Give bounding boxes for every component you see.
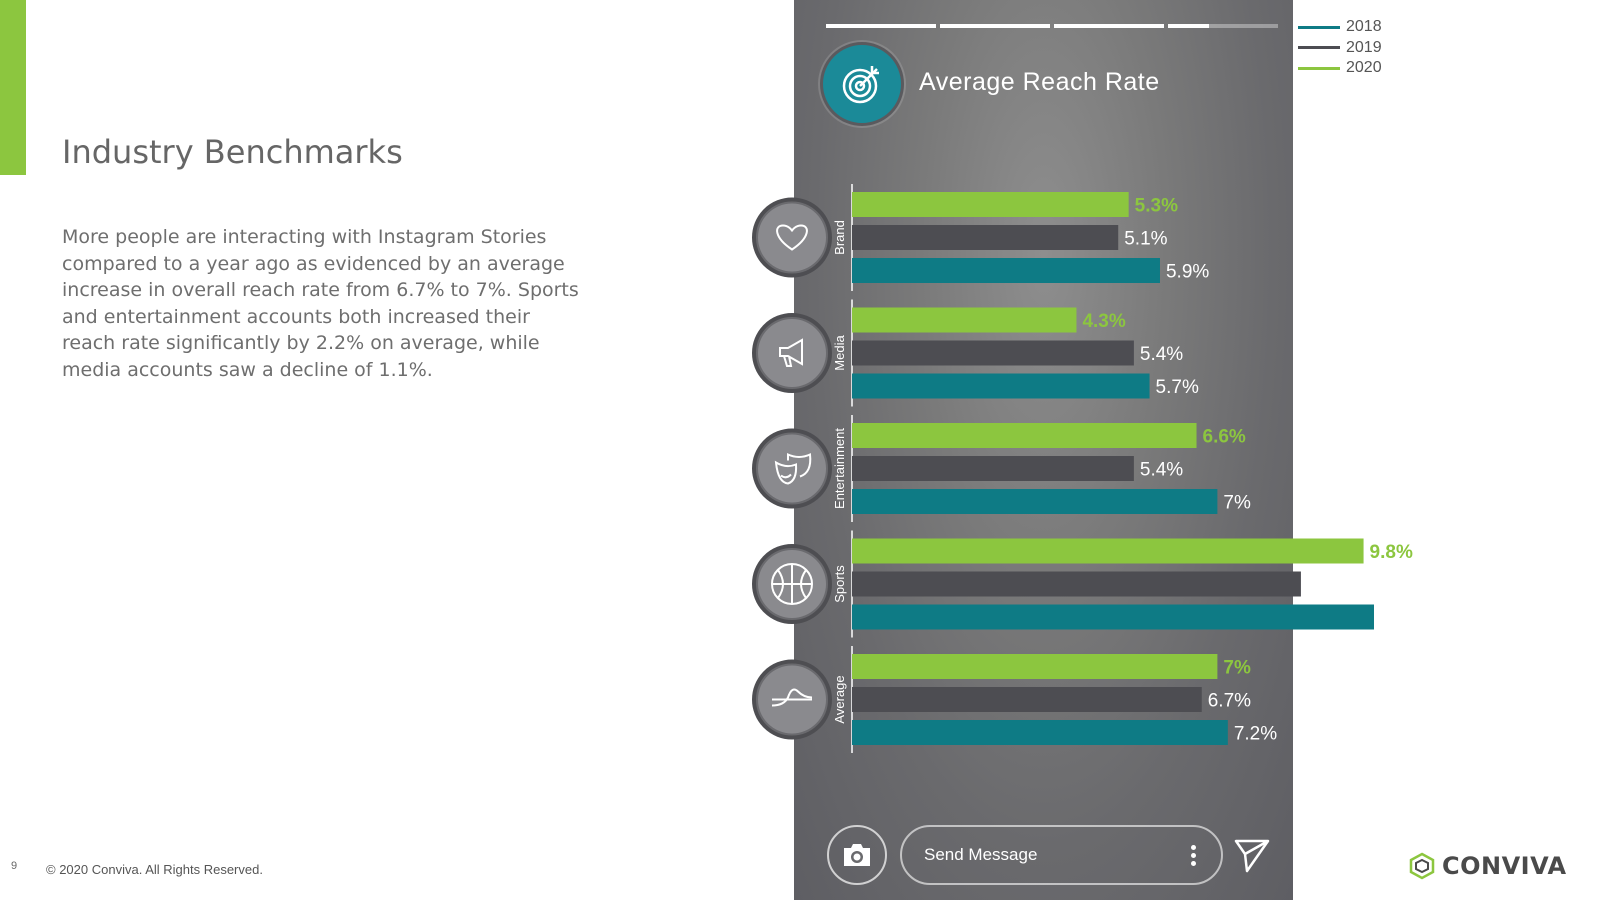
slide-title: Industry Benchmarks	[62, 133, 403, 171]
send-message-field[interactable]: Send Message	[900, 825, 1223, 885]
bar-2019	[852, 225, 1119, 250]
bar-2020	[852, 423, 1197, 448]
data-label: 8.6%	[1307, 575, 1350, 596]
legend-item: 2020	[1298, 58, 1382, 79]
legend-label: 2018	[1346, 18, 1382, 36]
logo-text: CONVIVA	[1442, 852, 1567, 880]
wave-icon	[771, 688, 813, 707]
progress-segment	[1054, 24, 1164, 28]
data-label: 9.8%	[1370, 542, 1413, 563]
data-label: 5.1%	[1124, 229, 1167, 250]
send-icon[interactable]	[1232, 835, 1272, 875]
bar-2018	[852, 720, 1228, 745]
data-label: 7%	[1223, 658, 1251, 679]
data-label: 7.2%	[1234, 724, 1277, 745]
legend-swatch-2019	[1298, 46, 1340, 50]
data-label: 4.3%	[1082, 311, 1125, 332]
camera-icon	[844, 844, 870, 866]
target-badge	[820, 42, 904, 126]
legend-swatch-2018	[1298, 25, 1340, 29]
data-label: 5.3%	[1135, 196, 1178, 217]
data-label: 10%	[1380, 608, 1418, 629]
bar-2019	[852, 340, 1134, 366]
data-label: 5.4%	[1140, 344, 1183, 365]
bar-2020	[852, 654, 1218, 679]
bar-2020	[852, 307, 1077, 333]
progress-segment	[1168, 24, 1278, 28]
data-label: 5.4%	[1140, 460, 1183, 481]
data-label: 6.6%	[1203, 427, 1246, 448]
bar-2020	[852, 538, 1364, 564]
chart-title: Average Reach Rate	[919, 68, 1160, 96]
legend-item: 2018	[1298, 17, 1382, 38]
bar-2018	[852, 604, 1374, 630]
legend-label: 2019	[1346, 38, 1382, 56]
more-options-icon[interactable]	[1191, 845, 1197, 869]
data-label: 5.9%	[1166, 262, 1209, 283]
bar-2019	[852, 687, 1202, 712]
story-progress	[826, 24, 1278, 28]
bar-2019	[852, 571, 1301, 597]
chart-legend: 2018 2019 2020	[1298, 17, 1382, 79]
basketball-icon	[770, 563, 814, 605]
accent-bar	[0, 0, 26, 175]
data-label: 7%	[1223, 493, 1251, 514]
bar-2020	[852, 192, 1129, 217]
legend-item: 2019	[1298, 38, 1382, 59]
bar-2018	[852, 489, 1218, 514]
legend-swatch-2020	[1298, 66, 1340, 70]
legend-label: 2020	[1346, 59, 1382, 77]
data-label: 5.7%	[1156, 377, 1199, 398]
category-icon-bg	[758, 319, 826, 387]
heart-icon	[776, 224, 808, 251]
category-label: Sports	[832, 565, 847, 603]
category-label: Brand	[832, 220, 847, 255]
page-number: 9	[11, 860, 18, 872]
category-label: Media	[832, 335, 847, 371]
category-label: Average	[832, 675, 847, 723]
story-panel: Average Reach Rate Send Message	[794, 0, 1293, 900]
bar-2018	[852, 258, 1160, 283]
body-text: More people are interacting with Instagr…	[62, 226, 579, 381]
conviva-logo: CONVIVA	[1408, 852, 1567, 880]
target-icon	[842, 66, 879, 104]
camera-button[interactable]	[827, 825, 887, 885]
category-label: Entertainment	[832, 428, 847, 509]
theater-masks-icon	[774, 452, 812, 485]
megaphone-icon	[779, 338, 803, 367]
category-icon-bg	[758, 434, 826, 503]
category-icon-bg	[758, 203, 826, 272]
progress-segment	[826, 24, 936, 28]
bar-2018	[852, 373, 1150, 399]
conviva-logo-icon	[1409, 852, 1435, 880]
data-label: 6.7%	[1208, 691, 1251, 712]
send-message-placeholder: Send Message	[924, 845, 1038, 864]
copyright: © 2020 Conviva. All Rights Reserved.	[46, 862, 263, 877]
bar-2019	[852, 456, 1134, 481]
progress-segment	[940, 24, 1050, 28]
